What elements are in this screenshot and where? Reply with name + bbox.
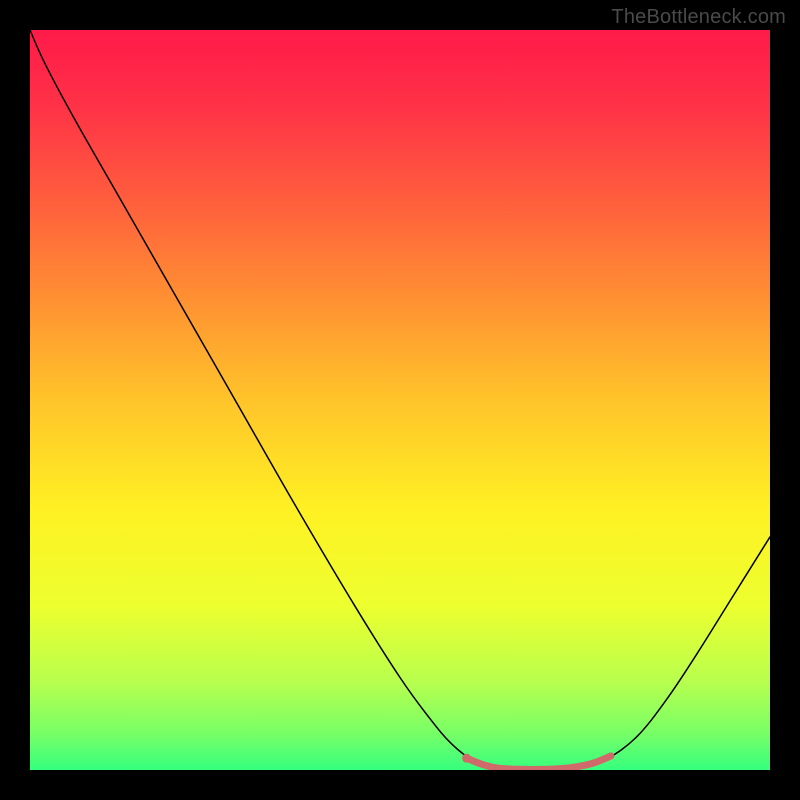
plot-area (30, 30, 770, 770)
optimal-range-start-dot (462, 754, 471, 763)
chart-root: { "meta": { "source_watermark": "TheBott… (0, 0, 800, 800)
watermark-text: TheBottleneck.com (611, 6, 786, 29)
gradient-background (30, 30, 770, 770)
plot-svg (30, 30, 770, 770)
